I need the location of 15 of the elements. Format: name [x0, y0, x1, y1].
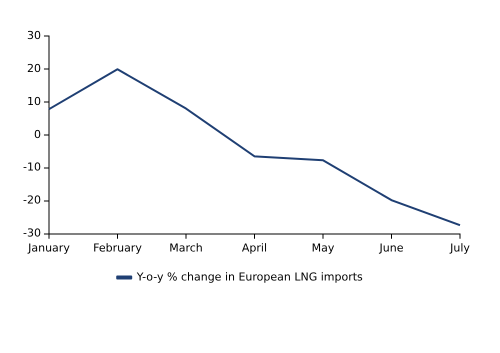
- x-tick-label: July: [449, 241, 470, 254]
- y-tick-label: -30: [23, 226, 41, 240]
- x-tick-label: February: [93, 241, 142, 254]
- y-tick-label: 30: [26, 28, 41, 42]
- x-tick-label: March: [169, 241, 203, 254]
- x-tick-label: April: [242, 241, 268, 254]
- y-tick-label: 0: [34, 128, 41, 141]
- y-tick-label: -20: [23, 194, 41, 207]
- x-tick-label: June: [378, 241, 404, 254]
- y-tick-label: -10: [23, 160, 41, 174]
- legend-label: Y-o-y % change in European LNG imports: [136, 270, 364, 284]
- y-tick-label: 20: [26, 62, 41, 75]
- y-tick-label: 10: [26, 94, 41, 108]
- x-tick-label: January: [27, 241, 70, 254]
- x-tick-label: May: [312, 241, 335, 254]
